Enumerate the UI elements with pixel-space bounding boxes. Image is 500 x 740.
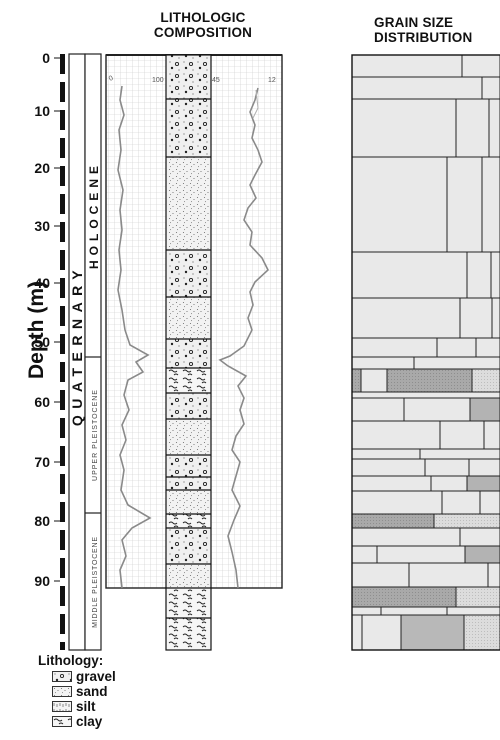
grain-dark-segment bbox=[386, 368, 473, 393]
litho-sand-layer bbox=[166, 157, 211, 250]
lithologic-header-line1: LITHOLOGIC bbox=[160, 10, 246, 25]
litho-sand-layer bbox=[166, 490, 211, 514]
grain-layer bbox=[351, 356, 500, 370]
litho-gravel-layer bbox=[166, 477, 211, 490]
legend-label-sand: sand bbox=[76, 684, 108, 699]
grain-dark-segment bbox=[464, 545, 500, 564]
litho-gravel-layer bbox=[166, 455, 211, 477]
grain-dark-segment bbox=[466, 475, 500, 492]
grain-layer bbox=[351, 490, 500, 515]
right-log-curve bbox=[218, 87, 269, 589]
depth-tick-label: 40 bbox=[34, 275, 50, 291]
upper-pleistocene-label: UPPER PLEISTOCENE bbox=[92, 389, 99, 481]
litho-clay-layer bbox=[166, 368, 211, 393]
depth-tick-label: 20 bbox=[34, 160, 50, 176]
grain-light-segment bbox=[433, 513, 500, 529]
grain-dark-segment bbox=[400, 614, 465, 651]
legend-title: Lithology: bbox=[38, 653, 104, 668]
grain-size-header-line1: GRAIN SIZE bbox=[374, 15, 454, 30]
sand-swatch-icon bbox=[52, 686, 72, 697]
litho-gravel-layer bbox=[166, 528, 211, 564]
legend-label-gravel: gravel bbox=[76, 669, 116, 684]
grain-layer bbox=[351, 391, 500, 399]
left-log-curve bbox=[117, 85, 152, 589]
stratigraphy-columns: QUATERNARY HOLOCENE UPPER PLEISTOCENE MI… bbox=[68, 53, 102, 651]
litho-sand-layer bbox=[166, 419, 211, 455]
grain-layer bbox=[351, 297, 500, 339]
grain-light-segment bbox=[455, 586, 500, 608]
litho-gravel-layer bbox=[166, 250, 211, 297]
depth-tick-label: 90 bbox=[34, 573, 50, 589]
lithologic-header-line2: COMPOSITION bbox=[153, 25, 253, 40]
grain-dark-segment bbox=[469, 397, 500, 422]
litho-gravel-layer bbox=[166, 55, 211, 99]
legend-label-silt: silt bbox=[76, 699, 96, 714]
litho-gravel-layer bbox=[166, 99, 211, 157]
holocene-label: HOLOCENE bbox=[87, 161, 101, 269]
grain-dark-segment bbox=[351, 368, 362, 393]
grain-layer bbox=[351, 156, 500, 253]
right-log-scale-max: 12 bbox=[268, 77, 276, 84]
grain-layer bbox=[351, 337, 500, 358]
litho-sand-layer bbox=[166, 564, 211, 588]
grain-layer bbox=[351, 606, 500, 616]
silt-swatch-icon bbox=[52, 701, 72, 712]
gravel-swatch-icon bbox=[52, 671, 72, 682]
lithology-column bbox=[165, 54, 212, 651]
quaternary-label: QUATERNARY bbox=[69, 264, 85, 426]
grain-layer bbox=[351, 54, 500, 78]
right-log-trace bbox=[252, 89, 259, 119]
legend-item-silt: silt bbox=[38, 699, 116, 714]
depth-tick-label: 50 bbox=[34, 334, 50, 350]
grain-dark-segment bbox=[351, 586, 457, 608]
depth-tick-label: 80 bbox=[34, 513, 50, 529]
litho-gravel-layer bbox=[166, 339, 211, 368]
litho-clay-layer bbox=[166, 588, 211, 618]
depth-tick-label: 30 bbox=[34, 218, 50, 234]
right-log-scale-min: 45 bbox=[212, 77, 220, 84]
grain-size-column bbox=[351, 54, 500, 651]
middle-pleistocene-label: MIDDLE PLEISTOCENE bbox=[92, 536, 99, 628]
grain-layer bbox=[351, 251, 500, 299]
left-log-scale-min: 0 bbox=[108, 75, 115, 83]
litho-sand-layer bbox=[166, 297, 211, 339]
grain-dark-segment bbox=[351, 513, 435, 529]
legend-item-sand: sand bbox=[38, 684, 116, 699]
lithologic-composition-header: LITHOLOGIC COMPOSITION bbox=[118, 10, 288, 40]
legend-label-clay: clay bbox=[76, 714, 103, 729]
grain-layer bbox=[351, 527, 500, 547]
depth-tick-label: 0 bbox=[42, 50, 50, 66]
grain-size-header: GRAIN SIZE DISTRIBUTION bbox=[374, 15, 500, 45]
grain-layer bbox=[351, 76, 500, 100]
depth-axis-ticks bbox=[54, 57, 60, 582]
litho-clay-layer bbox=[166, 618, 211, 650]
left-log-scale-max: 100 bbox=[152, 77, 164, 84]
grain-light-segment bbox=[471, 368, 500, 393]
lithology-legend: Lithology: gravel sand silt clay bbox=[38, 653, 116, 729]
clay-swatch-icon bbox=[52, 716, 72, 727]
litho-gravel-layer bbox=[166, 393, 211, 419]
grain-light-segment bbox=[463, 614, 500, 651]
grain-layer bbox=[351, 448, 500, 460]
series-column bbox=[84, 53, 102, 651]
grain-layer bbox=[351, 420, 500, 450]
grain-layer bbox=[351, 98, 500, 158]
legend-item-clay: clay bbox=[38, 714, 116, 729]
depth-scale-bar bbox=[60, 54, 65, 650]
depth-tick-label: 70 bbox=[34, 454, 50, 470]
litho-clay-layer bbox=[166, 514, 211, 528]
depth-tick-label: 10 bbox=[34, 103, 50, 119]
grain-size-header-line2: DISTRIBUTION bbox=[374, 30, 473, 45]
grain-layer bbox=[351, 458, 500, 477]
grain-layer bbox=[351, 562, 500, 588]
legend-item-gravel: gravel bbox=[38, 669, 116, 684]
depth-tick-label: 60 bbox=[34, 394, 50, 410]
